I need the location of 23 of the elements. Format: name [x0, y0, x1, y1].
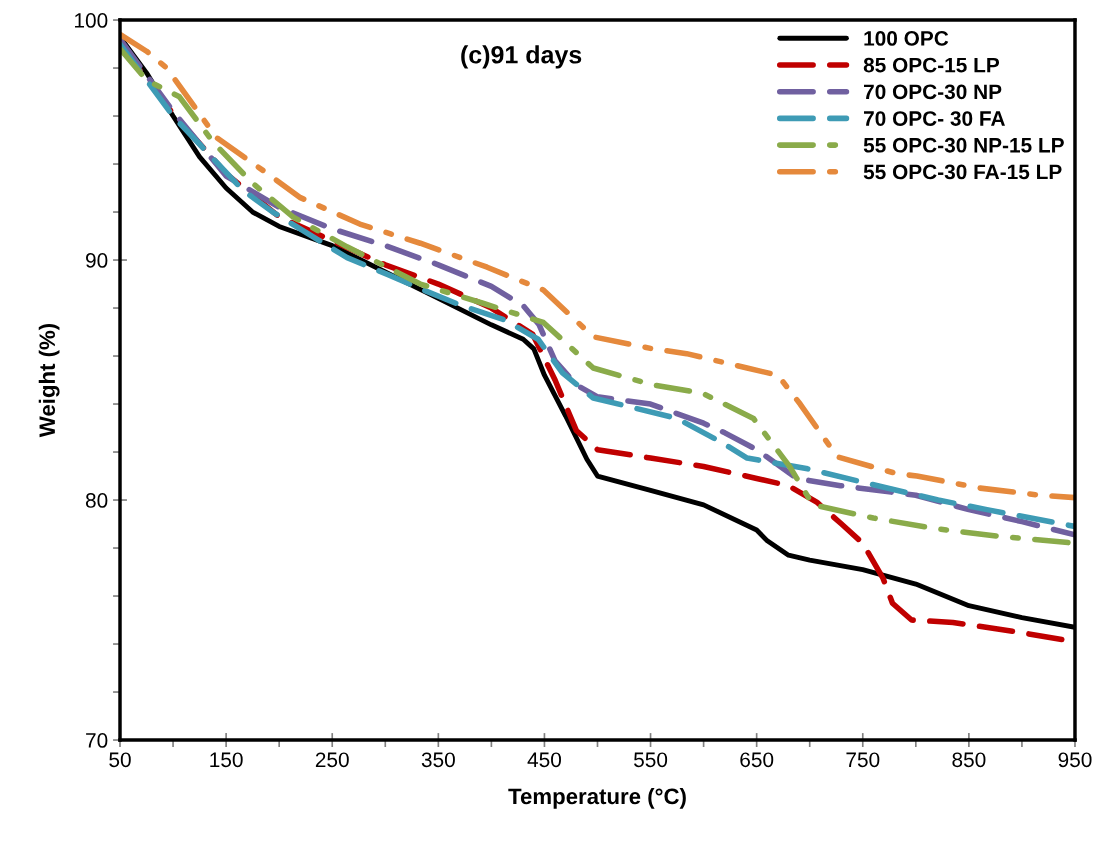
y-tick-label: 80 — [85, 493, 108, 508]
x-tick-label: 750 — [846, 752, 880, 768]
x-axis-title: Temperature (°C) — [508, 787, 686, 809]
y-tick-label: 70 — [86, 733, 108, 748]
text: (c)91 days — [461, 45, 582, 69]
x-tick-label: 150 — [210, 752, 243, 768]
legend-label: 70 OPC- 30 FA — [864, 111, 1005, 126]
y-tick-label: 100 — [75, 13, 108, 28]
x-tick-label: 850 — [952, 752, 986, 768]
x-tick-label: 550 — [634, 752, 668, 768]
legend-label: 55 OPC-30 FA-15 LP — [863, 164, 1062, 180]
legend-label: 100 OPC — [864, 31, 949, 46]
legend-label: 85 OPC-15 LP — [863, 57, 1000, 73]
x-tick-label: 450 — [527, 752, 562, 768]
legend-label: 70 OPC-30 NP — [864, 84, 1002, 100]
x-tick-label: 250 — [315, 752, 349, 768]
legend-label: 55 OPC-30 NP-15 LP — [863, 137, 1064, 153]
x-tick-label: 50 — [109, 752, 131, 768]
x-tick-label: 350 — [421, 752, 455, 768]
x-tick-label: 650 — [740, 752, 774, 768]
x-tick-label: 950 — [1058, 752, 1092, 768]
y-tick-label: 90 — [86, 253, 108, 268]
y-axis-title: Weight (%) — [38, 323, 60, 438]
